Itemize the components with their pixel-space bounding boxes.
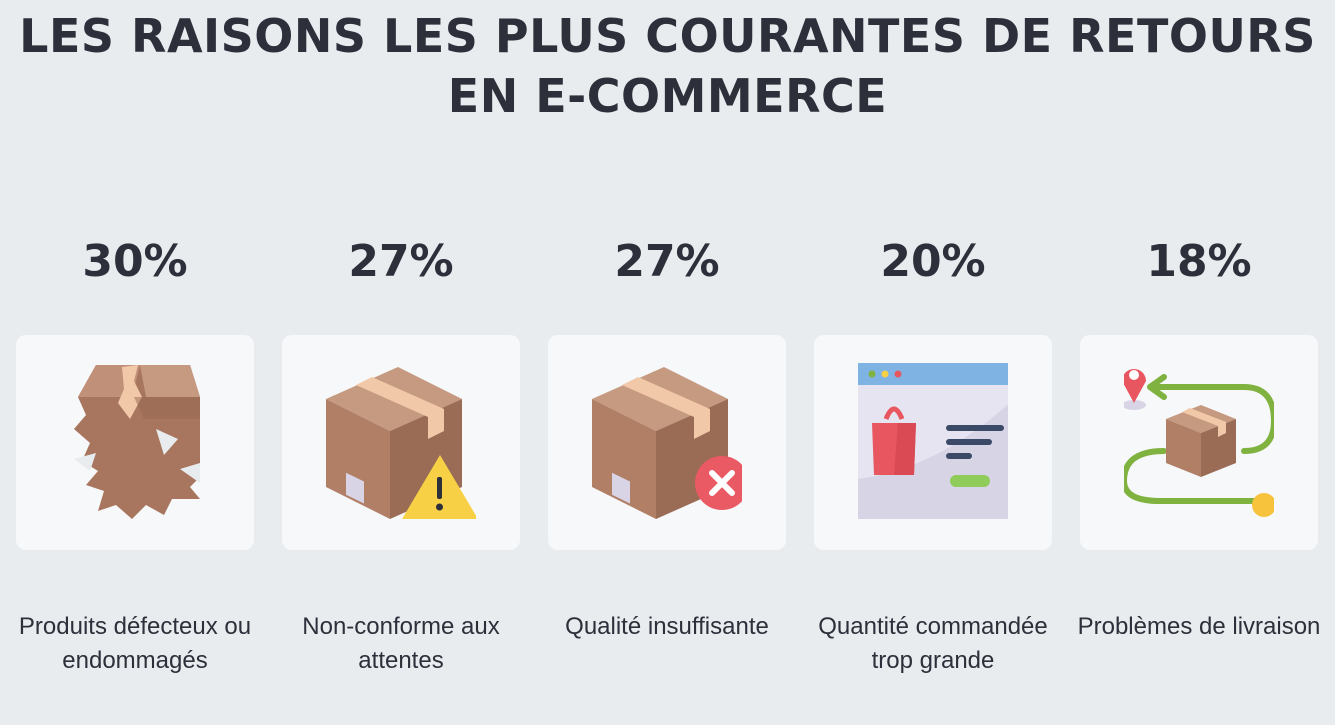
stat-label: Qualité insuffisante — [565, 613, 769, 640]
damaged-box-icon — [74, 365, 200, 519]
stat-label: Problèmes de livraison — [1077, 613, 1321, 640]
stat-percent: 27% — [614, 236, 720, 287]
stat-label: Produits défecteux ou endommagés — [18, 613, 252, 674]
box-reject-icon — [592, 367, 742, 519]
stat-card — [282, 335, 520, 550]
stat-card — [1080, 335, 1318, 550]
shopping-window-icon — [858, 363, 1008, 519]
stat-card — [16, 335, 254, 550]
stat-card — [548, 335, 786, 550]
box-warning-icon — [326, 367, 476, 519]
stat-percent: 30% — [82, 236, 188, 287]
stat-label: Quantité commandée trop grande — [818, 613, 1048, 674]
stat-percent: 18% — [1146, 236, 1252, 287]
delivery-route-icon — [1124, 369, 1274, 517]
stat-label: Non-conforme aux attentes — [302, 613, 500, 674]
stat-card — [814, 335, 1052, 550]
stat-percent: 20% — [880, 236, 986, 287]
title-line-1: LES RAISONS LES PLUS COURANTES DE RETOUR… — [19, 9, 1316, 63]
stat-percent: 27% — [348, 236, 454, 287]
page-title: LES RAISONS LES PLUS COURANTES DE RETOUR… — [0, 6, 1335, 126]
title-line-2: EN E-COMMERCE — [447, 69, 888, 123]
